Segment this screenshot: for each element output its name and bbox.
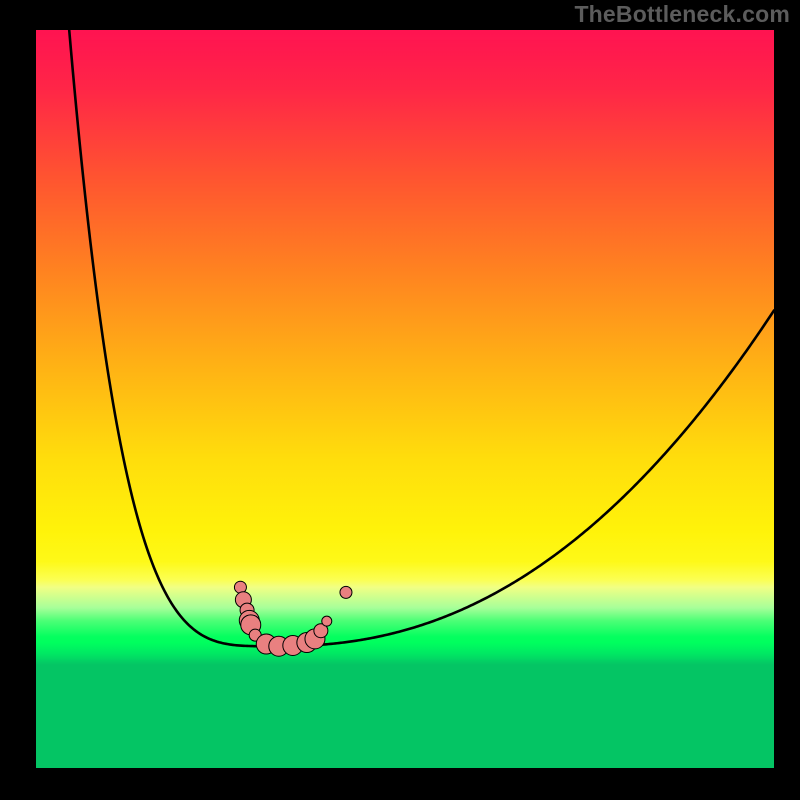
chart-svg bbox=[36, 30, 774, 768]
watermark-text: TheBottleneck.com bbox=[574, 1, 790, 28]
chart-background bbox=[36, 30, 774, 768]
chart-plot-area bbox=[36, 30, 774, 768]
data-point bbox=[340, 586, 352, 598]
data-point bbox=[322, 616, 332, 626]
